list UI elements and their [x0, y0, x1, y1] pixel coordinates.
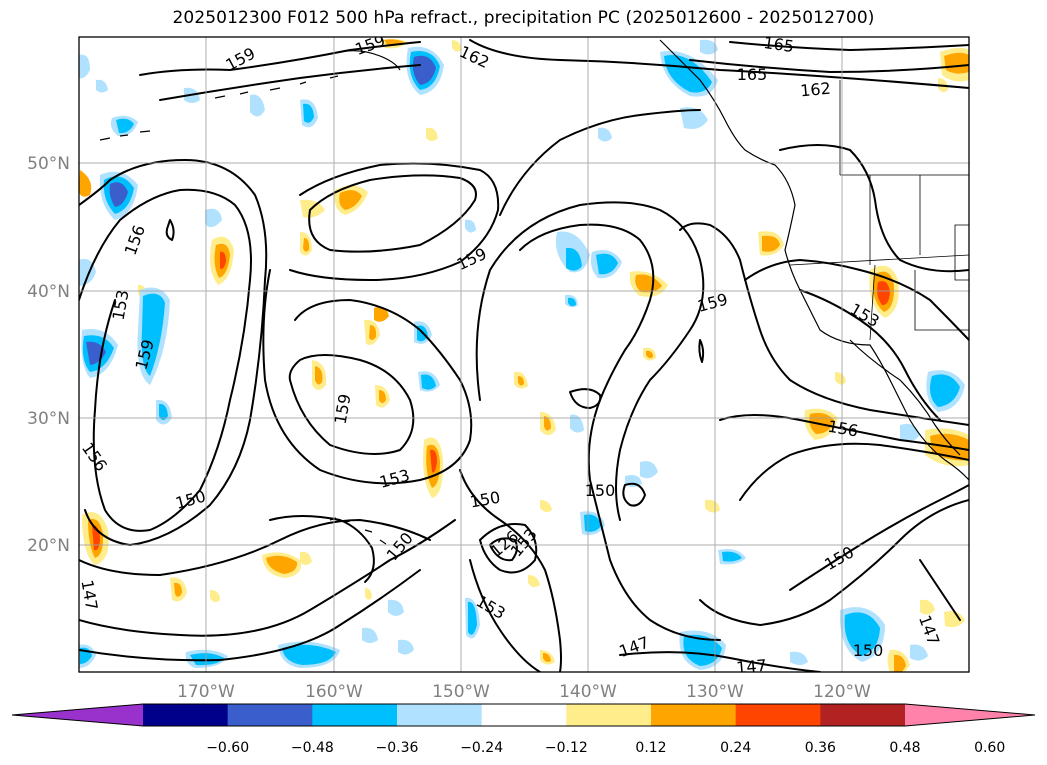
colorbar-tick-label: 0.48 — [889, 740, 920, 756]
contour-label: 150 — [853, 641, 884, 660]
lat-label: 50°N — [27, 154, 70, 174]
map-title: 2025012300 F012 500 hPa refract., precip… — [172, 8, 875, 28]
colorbar-segment — [735, 704, 821, 726]
map-frame — [78, 36, 970, 673]
longitude-labels: 170°W 160°W 150°W 140°W 130°W 120°W — [177, 682, 871, 702]
colorbar-segment — [12, 704, 143, 726]
latitude-labels: 50°N 40°N 30°N 20°N — [27, 154, 70, 556]
political-borders — [789, 80, 969, 341]
colorbar-segments — [12, 704, 1035, 726]
lon-label: 130°W — [686, 682, 744, 702]
colorbar-segment — [481, 704, 567, 726]
graticule — [79, 37, 969, 672]
colorbar-tick-label: 0.36 — [805, 740, 836, 756]
lon-label: 150°W — [432, 682, 490, 702]
colorbar-tick-label: 0.60 — [974, 740, 1005, 756]
contour-label: 150 — [585, 481, 616, 500]
coastline — [99, 39, 969, 545]
lon-label: 160°W — [305, 682, 363, 702]
colorbar-segment — [566, 704, 652, 726]
colorbar-segment — [227, 704, 313, 726]
colorbar-segment — [905, 704, 1035, 726]
lat-label: 20°N — [27, 536, 70, 556]
colorbar-ticks: −0.60 −0.48 −0.36 −0.24 −0.12 0.12 0.24 0.36 0.4… — [206, 740, 1005, 756]
lat-label: 30°N — [27, 409, 70, 429]
colorbar-tick-label: −0.48 — [291, 740, 334, 756]
contour-label: 165 — [737, 65, 768, 84]
contour-label: 147 — [77, 578, 101, 611]
colorbar-tick-label: −0.60 — [206, 740, 249, 756]
lat-label: 40°N — [27, 282, 70, 302]
colorbar-tick-label: 0.12 — [635, 740, 666, 756]
colorbar-outline — [11, 703, 1036, 727]
map-frame-background — [79, 37, 969, 672]
contour-label: 162 — [799, 79, 831, 101]
colorbar-segment — [820, 704, 906, 726]
precip-negative-patches — [79, 39, 965, 670]
colorbar: −0.60 −0.48 −0.36 −0.24 −0.12 0.12 0.24 0.36 0.4… — [11, 703, 1036, 756]
colorbar-segment — [651, 704, 737, 726]
lon-label: 120°W — [813, 682, 871, 702]
colorbar-segment — [312, 704, 398, 726]
colorbar-tick-label: −0.12 — [545, 740, 588, 756]
colorbar-tick-label: −0.36 — [376, 740, 419, 756]
lon-label: 170°W — [177, 682, 235, 702]
colorbar-tick-label: 0.24 — [720, 740, 751, 756]
contour-label: 147 — [735, 656, 767, 678]
refractivity-contours — [79, 39, 969, 672]
contour-label: 165 — [762, 33, 795, 56]
colorbar-segment — [397, 704, 483, 726]
colorbar-tick-label: −0.24 — [460, 740, 503, 756]
lon-label: 140°W — [559, 682, 617, 702]
colorbar-segment — [143, 704, 229, 726]
